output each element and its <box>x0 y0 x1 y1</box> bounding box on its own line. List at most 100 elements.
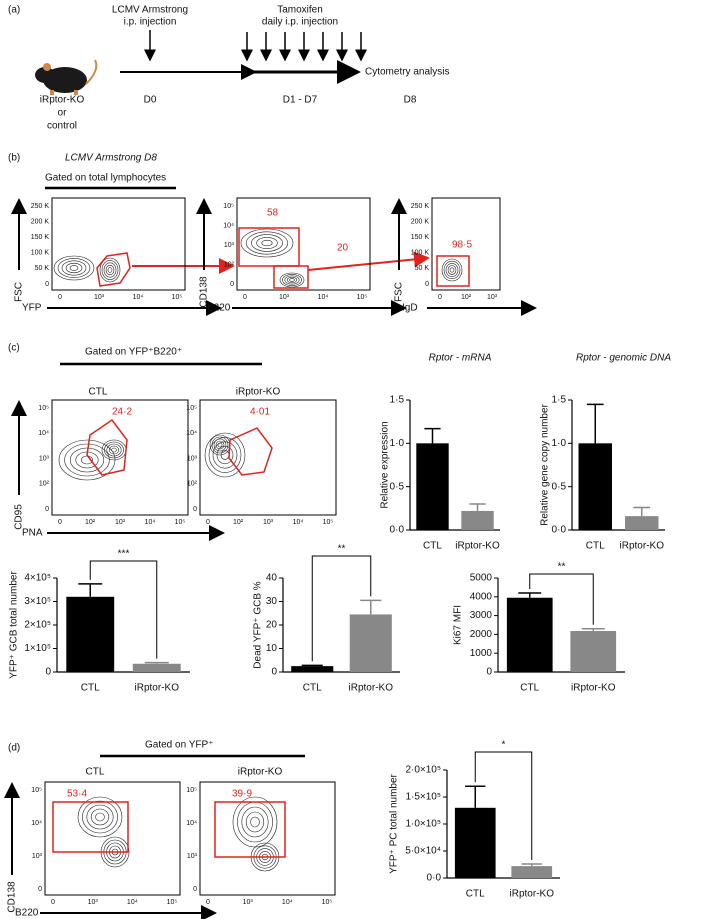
flow-x-tick: 10⁴ <box>282 899 293 906</box>
bar <box>578 443 612 530</box>
flow-x-tick: 0 <box>58 294 62 301</box>
flow-y-tick: 200 K <box>411 218 430 225</box>
flow-y-tick: 10⁴ <box>223 222 234 229</box>
error-bar <box>144 661 169 664</box>
y-tick-label: 1·0×10⁵ <box>405 819 441 830</box>
flow-x-tick: 10³ <box>94 294 105 301</box>
panel-label: (b) <box>8 153 20 164</box>
flow-x-tick: 10⁴ <box>318 294 329 301</box>
significance: * <box>502 740 506 751</box>
contour <box>449 267 455 273</box>
contour <box>105 264 115 276</box>
contour <box>106 443 122 457</box>
panel-label: (c) <box>8 343 20 354</box>
contour <box>65 262 83 274</box>
y-tick-label: 40 <box>266 573 278 584</box>
flow-y-tick: 0 <box>38 886 42 893</box>
y-tick-label: 4000 <box>470 591 493 602</box>
flow-x-tick: 10⁴ <box>133 294 144 301</box>
bar <box>416 443 449 530</box>
contour <box>286 276 298 284</box>
flow-x-tick: 10⁵ <box>322 899 333 906</box>
y-tick-label: 20 <box>266 620 278 631</box>
contour <box>64 443 110 477</box>
contour <box>108 445 120 455</box>
contour <box>240 228 294 258</box>
flow-y-label: FSC <box>14 282 25 302</box>
contour <box>99 257 121 283</box>
y-tick-label: 0·0 <box>427 873 442 884</box>
flow-y-tick: 10⁵ <box>186 787 197 794</box>
y-axis-label: Relative expression <box>380 421 391 508</box>
contour <box>111 447 117 453</box>
gate-percent: 53·4 <box>67 789 87 800</box>
contour <box>282 274 302 286</box>
error-bar <box>581 628 605 632</box>
flow-x-tick: 10³ <box>88 899 99 906</box>
gate <box>96 252 131 287</box>
gate-percent: 98·5 <box>452 240 472 251</box>
contour <box>215 440 225 450</box>
y-tick-label: 0 <box>45 667 51 678</box>
significance: ** <box>558 562 566 573</box>
y-tick-label: 2000 <box>470 629 493 640</box>
flow-y-tick: 10⁵ <box>223 203 234 210</box>
flow-y-tick: 150 K <box>31 234 50 241</box>
gate-percent: 39·9 <box>232 789 252 800</box>
x-tick-label: iRptor-KO <box>455 541 500 552</box>
flow-x-tick: 10⁵ <box>323 519 334 526</box>
flow-x-label: B220 <box>15 908 39 919</box>
y-axis-label: Relative gene copy number <box>540 403 551 525</box>
y-tick-label: 5·0×10⁴ <box>405 846 441 857</box>
x-tick-label: CTL <box>520 683 539 694</box>
x-tick-label: CTL <box>303 683 322 694</box>
y-axis-label: Dead YFP⁺ GCB % <box>253 581 264 668</box>
error-bar <box>633 506 651 517</box>
flow-y-tick: 10² <box>224 261 235 268</box>
bar <box>461 510 494 530</box>
y-tick-label: 0 <box>271 667 277 678</box>
contour <box>53 255 95 281</box>
mouse-text: iRptor-KO <box>40 95 85 106</box>
flow-x-label: B220 <box>207 303 231 314</box>
gate <box>214 801 286 858</box>
plot-frame <box>51 197 186 291</box>
y-tick-label: 5000 <box>470 573 493 584</box>
flow-y-tick: 0 <box>193 886 197 893</box>
contour <box>232 796 278 848</box>
group-label: iRptor-KO <box>238 767 283 778</box>
y-tick-label: 1·0 <box>552 438 567 449</box>
error-bar <box>518 592 542 598</box>
flow-y-tick: 10³ <box>39 455 50 462</box>
bar <box>291 666 334 672</box>
contour <box>86 804 114 830</box>
gate <box>86 418 128 476</box>
flow-y-tick: 150 K <box>411 234 430 241</box>
error-bar <box>586 403 604 444</box>
y-tick-label: 1·5×10⁵ <box>405 792 441 803</box>
flow-x-tick: 0 <box>58 519 62 526</box>
contour <box>237 801 273 843</box>
gate-arrow <box>307 251 430 271</box>
flow-y-tick: 10⁵ <box>38 405 49 412</box>
y-tick-label: 10 <box>266 643 278 654</box>
flow-x-tick: 0 <box>206 519 210 526</box>
gating-text: Gated on total lymphocytes <box>45 173 166 184</box>
chart-title: Rptor - genomic DNA <box>576 353 671 364</box>
significance: *** <box>118 549 130 560</box>
flow-y-tick: 0 <box>230 281 234 288</box>
y-tick-label: 1·5 <box>390 395 405 406</box>
contour <box>279 272 305 288</box>
mouse-text: or <box>58 108 68 119</box>
gate-percent: 4·01 <box>250 407 270 418</box>
x-tick-label: CTL <box>423 541 442 552</box>
contour <box>445 263 459 277</box>
flow-y-label: CD95 <box>14 504 25 530</box>
plot-frame <box>199 399 337 516</box>
y-tick-label: 0·0 <box>390 525 405 536</box>
plot-frame <box>199 781 336 896</box>
bar <box>506 597 553 672</box>
contour <box>251 234 283 252</box>
